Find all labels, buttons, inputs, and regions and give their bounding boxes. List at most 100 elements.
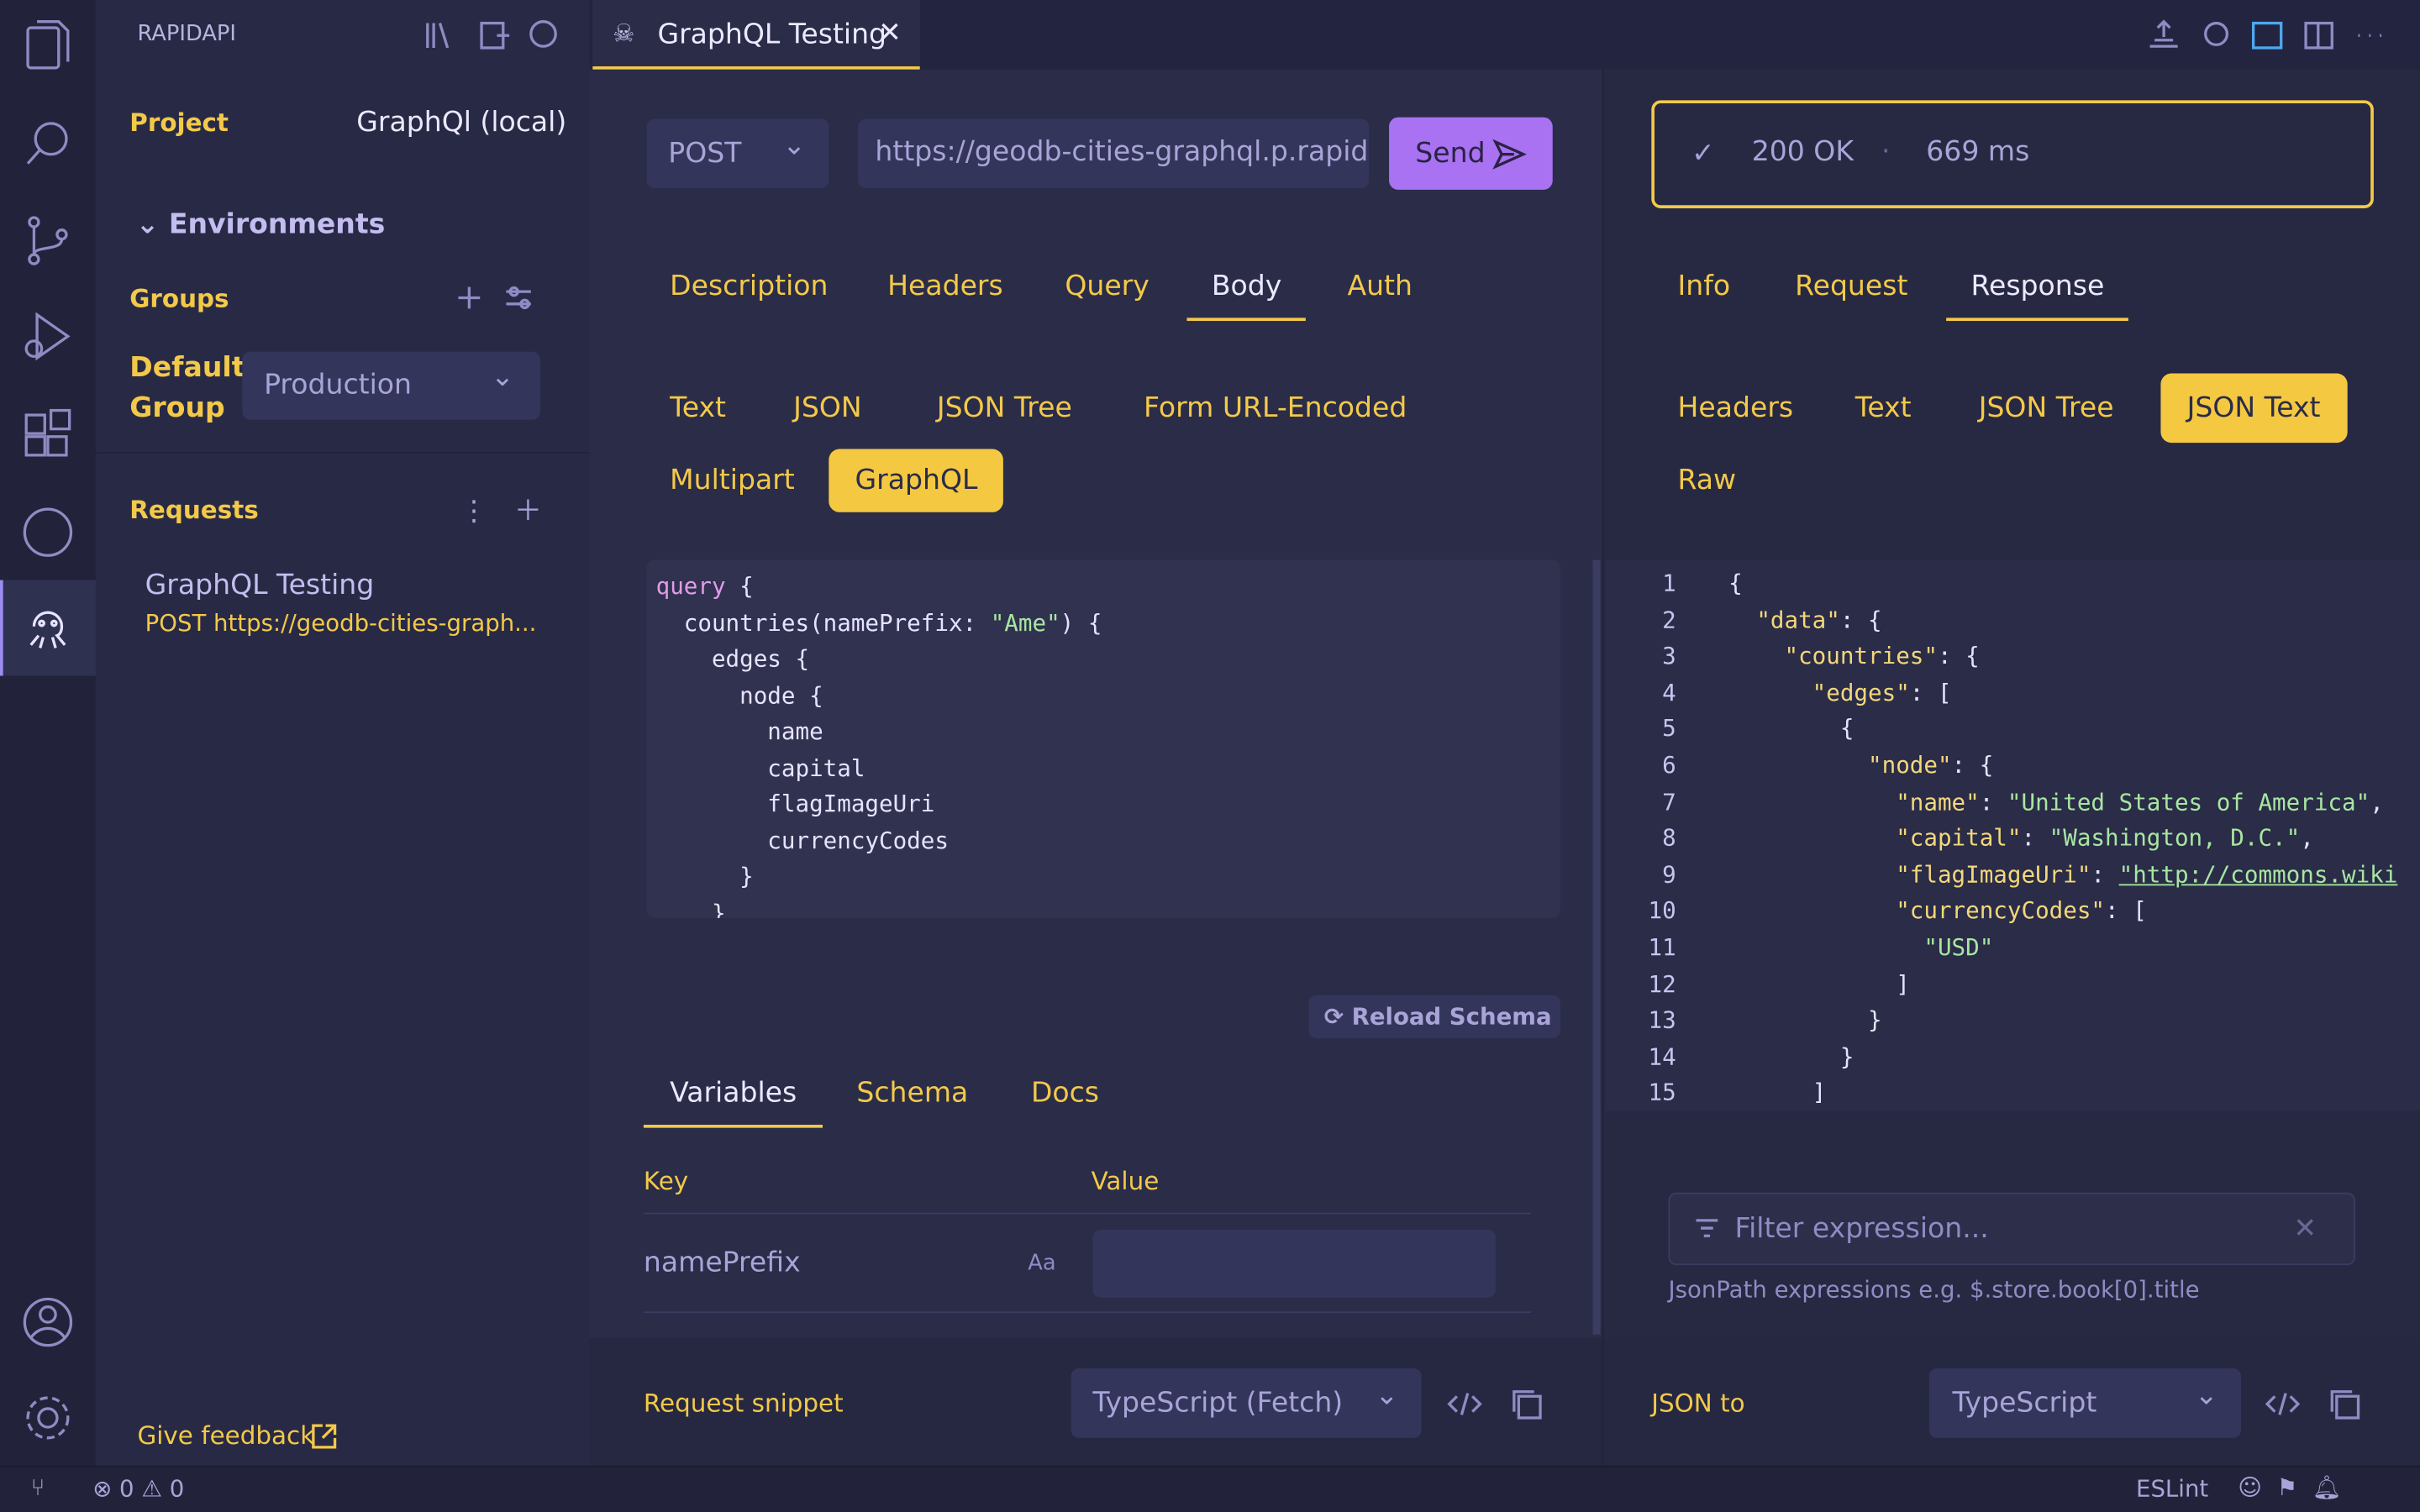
json-line: "currencyCodes": [ xyxy=(1728,897,2147,925)
request-tab[interactable]: Auth xyxy=(1347,270,1413,303)
token: { xyxy=(725,572,754,601)
response-format[interactable]: Raw xyxy=(1677,464,1737,497)
line-number: 11 xyxy=(1648,933,1676,962)
status-bar xyxy=(0,1465,2420,1512)
toolbar-icons[interactable] xyxy=(2142,15,2404,55)
token: } xyxy=(655,862,754,890)
row-divider xyxy=(643,1311,1532,1314)
status-icons[interactable]: ☺ ⚑ 🔔︎ xyxy=(2238,1473,2342,1502)
token: edges { xyxy=(655,644,810,673)
body-type[interactable]: JSON xyxy=(793,391,862,425)
reload-label: ⟳ Reload Schema xyxy=(1323,1002,1552,1031)
feedback[interactable]: Give feedback xyxy=(137,1420,315,1451)
body-type[interactable]: JSON Tree xyxy=(936,391,1072,425)
body-type[interactable]: Multipart xyxy=(670,464,795,497)
method-select[interactable] xyxy=(646,118,829,189)
token xyxy=(1728,788,1896,816)
json-to-actions[interactable] xyxy=(2263,1385,2371,1422)
status-branch[interactable]: ⑂ xyxy=(30,1473,45,1502)
line-number: 12 xyxy=(1648,969,1676,998)
json-line: "data": { xyxy=(1728,606,1881,633)
token: } xyxy=(1728,1005,1882,1034)
response-tab[interactable]: Response xyxy=(1946,270,2129,322)
reload-button[interactable] xyxy=(1308,995,1560,1039)
response-format[interactable]: Text xyxy=(1854,391,1912,425)
url: https://geodb-cities-graphql.p.rapida xyxy=(875,135,1370,169)
token: flagImageUri xyxy=(655,790,935,818)
group-select[interactable] xyxy=(242,351,540,420)
linter[interactable]: ESLint xyxy=(2136,1474,2209,1503)
variable-key: namePrefix xyxy=(643,1247,801,1279)
token: : xyxy=(2021,824,2036,853)
token: ) { xyxy=(1060,608,1102,637)
group-select-value: Production xyxy=(264,368,412,402)
json-line: "countries": { xyxy=(1728,642,1979,670)
tab-close[interactable]: ✕ xyxy=(878,17,902,50)
line-number: 14 xyxy=(1648,1042,1676,1071)
problems[interactable]: ⊗ 0 ⚠ 0 xyxy=(92,1474,185,1503)
snippet-actions[interactable] xyxy=(1444,1385,1553,1422)
response-tab[interactable]: Request xyxy=(1795,270,1908,303)
response-format[interactable]: JSON Tree xyxy=(1978,391,2114,425)
requests-actions[interactable]: ⋮ ＋ xyxy=(460,495,543,528)
variable-type[interactable]: Aa xyxy=(1028,1251,1056,1276)
send-button[interactable] xyxy=(1389,117,1553,190)
reload-text: Reload Schema xyxy=(1351,1002,1552,1031)
environments[interactable]: ⌄ Environments xyxy=(136,208,386,241)
sub-tab[interactable]: Schema xyxy=(856,1077,969,1110)
line-number: 10 xyxy=(1648,896,1676,925)
group-actions[interactable] xyxy=(450,281,543,314)
editor-tab[interactable] xyxy=(592,0,920,70)
variable-value[interactable] xyxy=(1092,1229,1496,1298)
request-tab[interactable]: Description xyxy=(670,270,829,303)
response-format[interactable]: JSON Text xyxy=(2160,373,2347,444)
sub-tab[interactable]: Variables xyxy=(643,1077,823,1128)
token: capital xyxy=(655,753,865,782)
token: [ xyxy=(1923,678,1952,706)
line-number: 15 xyxy=(1648,1079,1676,1107)
query-line: query { xyxy=(656,572,754,600)
json-line: ] xyxy=(1728,970,1910,998)
line-number: 4 xyxy=(1662,678,1676,706)
token: "currencyCodes" xyxy=(1896,896,2106,925)
send-icon xyxy=(1492,139,1527,170)
response-tab[interactable]: Info xyxy=(1677,270,1731,303)
sub-tab[interactable]: Docs xyxy=(1030,1077,1100,1110)
filter-clear[interactable]: ✕ xyxy=(2293,1212,2317,1246)
filter-box[interactable] xyxy=(1668,1192,2355,1266)
line-number: 5 xyxy=(1662,715,1676,743)
query-line: edges { xyxy=(656,645,809,673)
line-number: 6 xyxy=(1662,751,1676,780)
query-editor[interactable]: query { countries(namePrefix: "Ame") { e… xyxy=(646,559,1560,918)
response-format[interactable]: Headers xyxy=(1677,391,1794,425)
query-line: name xyxy=(656,717,823,745)
sidebar-actions[interactable] xyxy=(417,15,571,55)
token: "capital" xyxy=(1896,824,2022,853)
json-line: "name": "United States of America", xyxy=(1728,788,2384,816)
warning-count: 0 xyxy=(169,1474,185,1503)
status: 200 OK xyxy=(1751,135,1854,169)
query-line: } xyxy=(656,863,754,890)
token: : xyxy=(1951,751,1966,780)
request-tab[interactable]: Body xyxy=(1186,270,1307,322)
json-to-select[interactable] xyxy=(1928,1368,2241,1438)
body-type[interactable]: Form URL-Encoded xyxy=(1144,391,1407,425)
chevron: ⌄ xyxy=(135,207,169,241)
token xyxy=(2105,861,2119,889)
request-item-name[interactable]: GraphQL Testing xyxy=(145,569,375,602)
json-line: "flagImageUri": "http://commons.wiki xyxy=(1728,861,2397,889)
active-indicator xyxy=(0,580,99,676)
json-to-label: JSON to xyxy=(1651,1389,1745,1418)
body-type[interactable]: Text xyxy=(670,391,727,425)
token: "countries" xyxy=(1784,642,1938,670)
token: ] xyxy=(1728,969,1910,998)
token: currencyCodes xyxy=(655,826,949,854)
project-value[interactable]: GraphQl (local) xyxy=(356,106,567,139)
request-tab[interactable]: Query xyxy=(1065,270,1150,303)
snippet-select[interactable] xyxy=(1071,1368,1422,1438)
token: "http://commons.wiki xyxy=(2118,860,2398,889)
url-input[interactable]: https://geodb-cities-graphql.p.rapida xyxy=(858,118,1370,189)
request-tab[interactable]: Headers xyxy=(887,270,1003,303)
body-type[interactable]: GraphQL xyxy=(829,449,1004,512)
